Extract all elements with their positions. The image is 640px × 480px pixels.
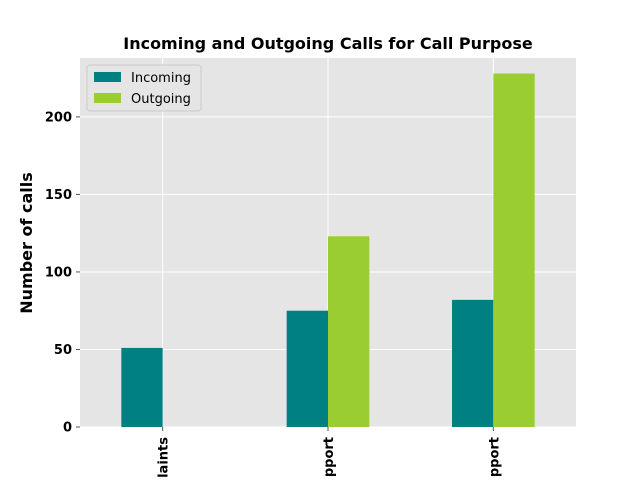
- y-tick-label: 200: [45, 110, 72, 125]
- bar-outgoing: [328, 236, 370, 427]
- bars: [121, 73, 535, 427]
- legend-swatch-incoming: [94, 72, 121, 82]
- x-tick-label: laints: [157, 437, 172, 478]
- legend-label-outgoing: Outgoing: [131, 92, 191, 107]
- y-axis-ticks: 0 50 100 150 200: [45, 110, 80, 436]
- y-tick-label: 100: [45, 265, 72, 280]
- bar-outgoing: [493, 73, 535, 427]
- x-tick-label: pport: [322, 437, 337, 477]
- bar-incoming: [286, 310, 328, 427]
- y-axis-label: Number of calls: [17, 172, 36, 314]
- legend-swatch-outgoing: [94, 93, 121, 103]
- y-tick-label: 150: [45, 188, 72, 203]
- x-axis-ticks: laints pport pport: [157, 427, 502, 478]
- y-tick-label: 50: [54, 343, 72, 358]
- legend-label-incoming: Incoming: [131, 71, 191, 86]
- bar-incoming: [452, 299, 494, 427]
- x-tick-label: pport: [487, 437, 502, 477]
- bar-incoming: [121, 347, 163, 427]
- y-tick-label: 0: [63, 421, 72, 436]
- chart-title: Incoming and Outgoing Calls for Call Pur…: [123, 34, 533, 53]
- legend: Incoming Outgoing: [86, 64, 202, 112]
